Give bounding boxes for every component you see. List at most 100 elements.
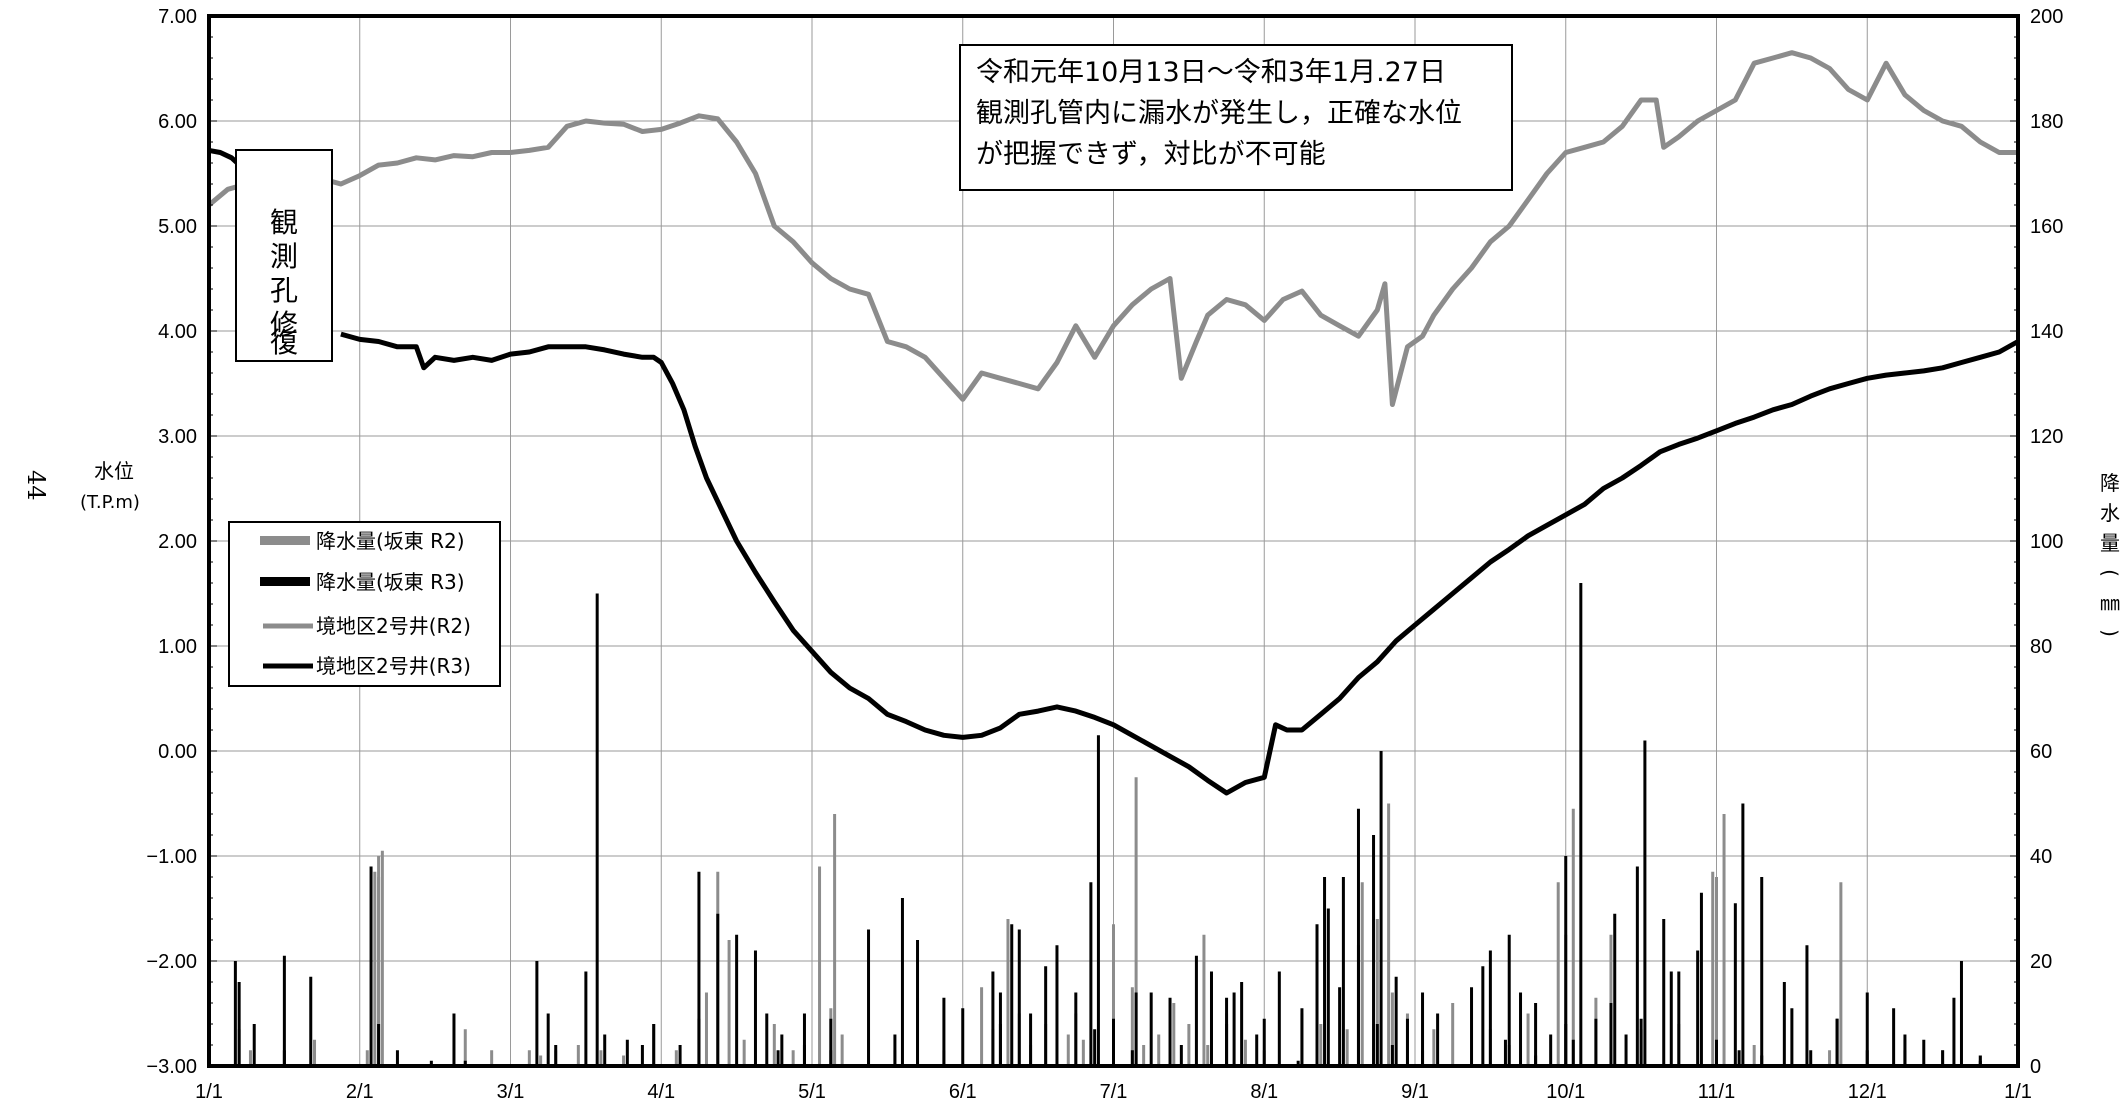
bar-r3-79: [1892, 1008, 1896, 1066]
bar-r2-42: [1206, 1045, 1210, 1066]
bar-r3-tall-48: [1959, 961, 1963, 1066]
bar-r3-34: [1093, 1029, 1097, 1066]
bar-r3-60: [1519, 992, 1523, 1066]
bar-r3-8: [554, 1045, 558, 1066]
bar-r3-tall-44: [1865, 992, 1869, 1066]
bar-r3-tall-47: [1952, 997, 1956, 1066]
left-tick-label: 5.00: [158, 216, 197, 238]
bar-r3-64: [1571, 1039, 1575, 1066]
bar-r2-tall-0: [373, 871, 377, 1066]
bar-r2-37: [1130, 987, 1134, 1066]
bar-r3-65: [1594, 1018, 1598, 1066]
bar-r3-tall-17: [1134, 992, 1138, 1066]
bar-r3-44: [1255, 1034, 1259, 1066]
left-tick-label: 2.00: [158, 531, 197, 553]
bar-r2-48: [1345, 1029, 1349, 1066]
bar-r3-31: [1044, 966, 1048, 1066]
x-axis-ticks: 1/1 2/1 3/1 4/1 5/1 6/1 7/1 8/1 9/1 10/1 11/1 12/1 1…: [195, 1081, 2032, 1099]
bar-r2-6: [463, 1029, 467, 1066]
bar-r3-47: [1300, 1008, 1304, 1066]
bar-r3-tall-41: [1782, 982, 1786, 1066]
bar-r2-54: [1451, 1003, 1455, 1066]
series-r2-line: [207, 50, 2018, 407]
bar-r2-44: [1243, 1039, 1247, 1066]
bar-r3-tall-34: [1635, 866, 1639, 1066]
right-tick-label: 200: [2030, 6, 2063, 28]
bar-r2-tall-5: [1134, 777, 1138, 1066]
bar-r3-tall-10: [776, 1050, 780, 1066]
bar-r3-57: [1470, 987, 1474, 1066]
right-axis-title-char: 降: [2100, 471, 2120, 495]
right-axis-title-char: 量: [2100, 531, 2120, 555]
bar-r3-1: [237, 982, 241, 1066]
right-tick-label: 160: [2030, 216, 2063, 238]
bar-r2-tall-4: [1081, 1039, 1085, 1066]
bar-r3-tall-15: [1089, 882, 1093, 1066]
repair-char-1: 観: [270, 206, 298, 239]
left-axis-title: 水位: [94, 459, 134, 483]
right-tick-label: 20: [2030, 951, 2052, 973]
bar-r2-51: [1390, 992, 1394, 1066]
bar-r3-75: [1790, 1008, 1794, 1066]
bar-r3-76: [1809, 1050, 1813, 1066]
right-axis-title: 降水量 (㎜): [2098, 471, 2122, 637]
bar-r3-tall-12: [829, 1018, 833, 1066]
left-tick-label: 0.00: [158, 741, 197, 763]
bar-r3-59: [1507, 934, 1511, 1066]
right-tick-label: 80: [2030, 636, 2052, 658]
x-tick-label: 6/1: [949, 1081, 977, 1099]
right-axis-title-char: ): [2098, 629, 2122, 637]
bar-r2-34: [1066, 1034, 1070, 1066]
bar-r2-tall-10: [1722, 814, 1726, 1066]
legend: 降水量(坂東 R2) 降水量(坂東 R3) 境地区2号井(R2) 境地区2号井(…: [228, 521, 501, 687]
bar-r2-tall-3: [833, 814, 837, 1066]
bar-r2-39: [1157, 1034, 1161, 1066]
bar-r2-5: [380, 850, 384, 1066]
bar-r3-tall-2: [369, 866, 373, 1066]
bar-r3-tall-23: [1356, 808, 1360, 1066]
bar-r3-tall-19: [1232, 992, 1236, 1066]
bar-r3-72: [1715, 1039, 1718, 1066]
bar-r2-tall-11: [1839, 882, 1843, 1066]
bar-r2-60: [1571, 808, 1575, 1066]
left-tick-label: 6.00: [158, 111, 197, 133]
bar-r3-45: [1262, 1018, 1266, 1066]
bar-r3-21: [867, 929, 871, 1066]
bar-r3-tall-45: [1903, 1050, 1907, 1066]
bar-r3-58: [1488, 950, 1492, 1066]
bar-r2-57: [1526, 1013, 1530, 1066]
bar-r3-28: [1010, 924, 1014, 1066]
right-axis-title-char: (: [2098, 569, 2122, 577]
bar-r3-tall-1: [309, 976, 313, 1066]
right-tick-label: 0: [2030, 1056, 2041, 1078]
bar-r2-tall-8: [1711, 871, 1715, 1066]
bar-r2-3: [365, 1050, 369, 1066]
bar-r3-56: [1436, 1013, 1440, 1066]
bar-r3-12: [678, 1045, 682, 1066]
repair-char-3: 孔: [270, 274, 298, 307]
bar-r3-tall-0: [282, 955, 286, 1066]
x-tick-label: 9/1: [1401, 1081, 1429, 1099]
right-tick-label: 60: [2030, 741, 2052, 763]
bar-r3-tall-14: [998, 1024, 1002, 1066]
page-number: 44: [22, 470, 50, 501]
left-axis-ticks: 7.00 6.00 5.00 4.00 3.00 2.00 1.00 0.00 −1.00 −2.…: [146, 6, 217, 1078]
bar-r3-tall-21: [1326, 908, 1330, 1066]
bar-r2-40: [1172, 1003, 1176, 1066]
bar-r3-tall-22: [1341, 877, 1345, 1066]
bar-r3-41: [1209, 971, 1213, 1066]
bar-r3-tall-39: [1741, 803, 1745, 1066]
bar-r3-7: [546, 1013, 550, 1066]
bar-r3-tall-30: [1534, 1055, 1538, 1066]
bar-r2-23: [840, 1034, 844, 1066]
bar-r3-48: [1315, 924, 1319, 1066]
left-tick-label: −3.00: [146, 1056, 197, 1078]
bar-r3-61: [1534, 1003, 1538, 1066]
precipitation-bars: [233, 583, 1982, 1066]
bar-r2-66: [1752, 1045, 1756, 1066]
right-tick-label: 40: [2030, 846, 2052, 868]
right-axis-title-char: 水: [2100, 501, 2120, 525]
bar-r2-16: [704, 992, 708, 1066]
x-tick-label: 4/1: [647, 1081, 675, 1099]
